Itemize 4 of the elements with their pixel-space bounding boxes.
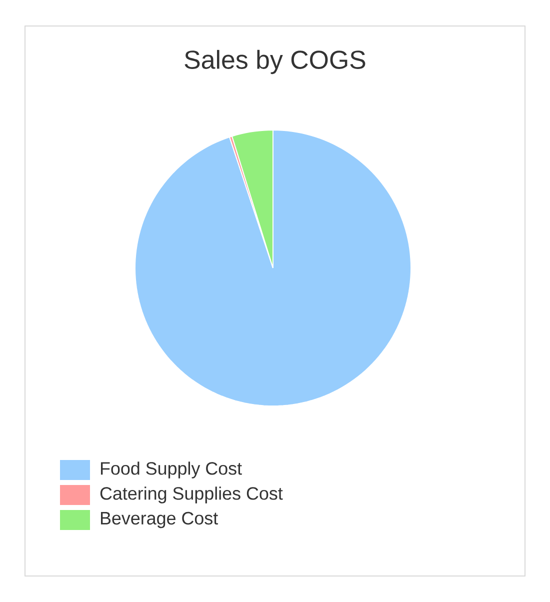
legend-label: Catering Supplies Cost	[100, 486, 283, 504]
chart-title: Sales by COGS	[184, 50, 366, 74]
legend-label: Beverage Cost	[100, 512, 218, 528]
legend-label: Food Supply Cost	[100, 462, 242, 478]
